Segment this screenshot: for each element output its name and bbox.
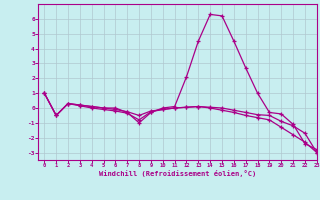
- X-axis label: Windchill (Refroidissement éolien,°C): Windchill (Refroidissement éolien,°C): [99, 170, 256, 177]
